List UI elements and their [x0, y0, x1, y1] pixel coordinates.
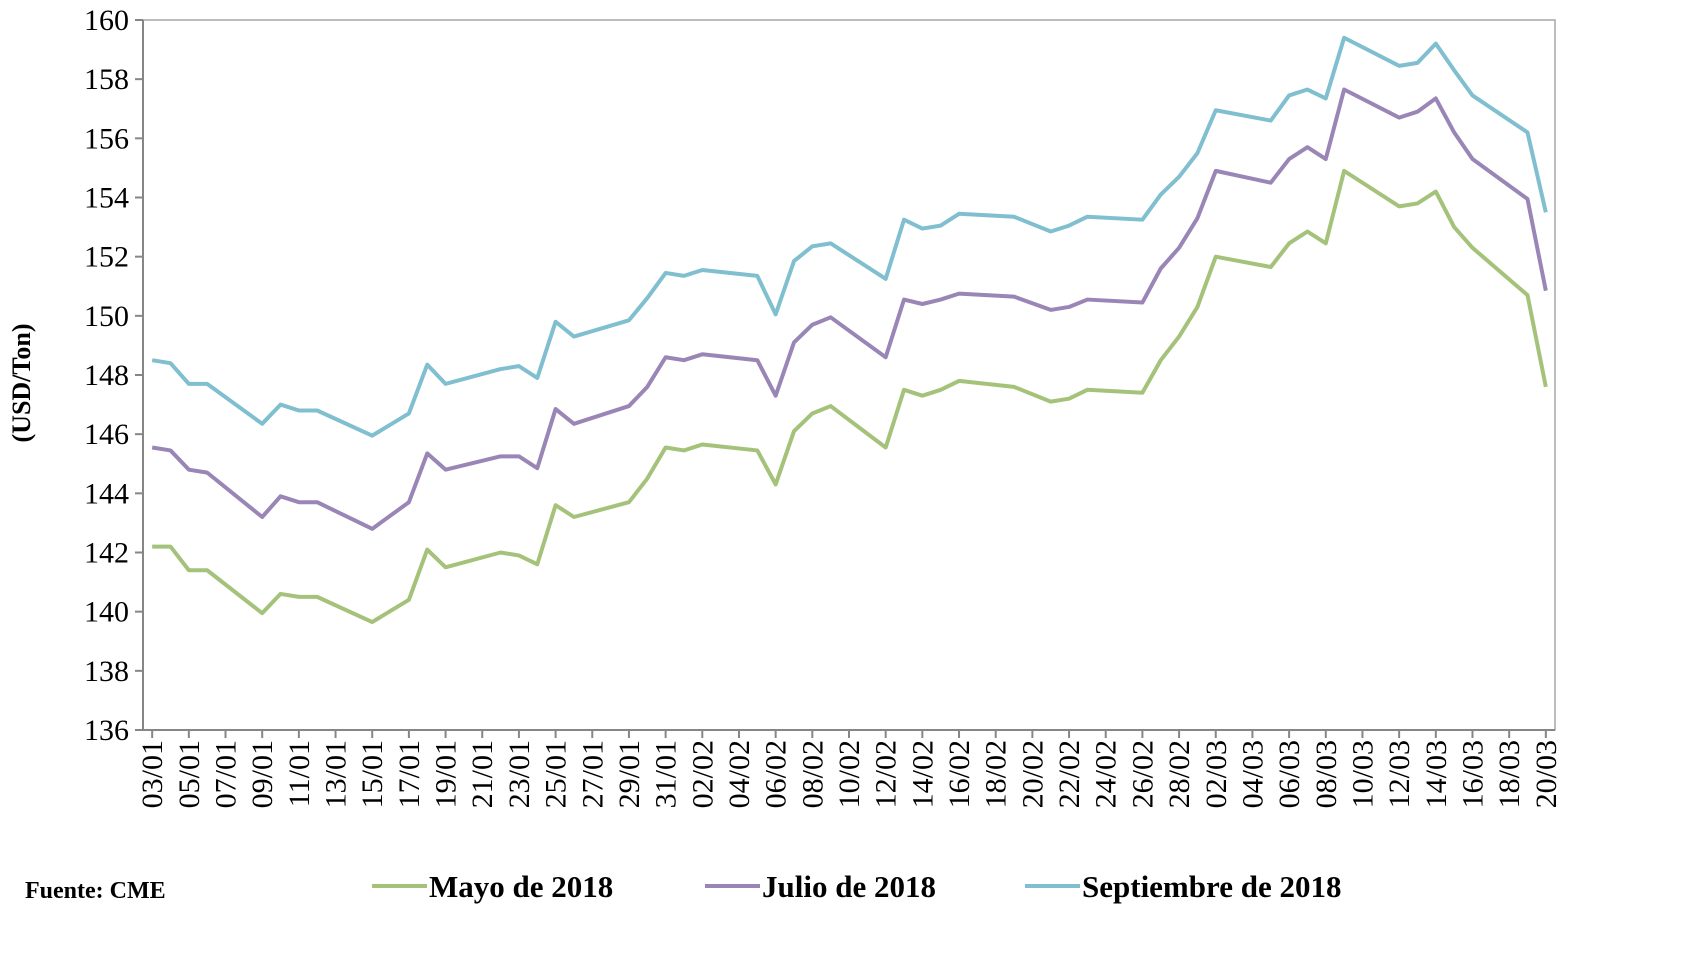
x-tick-label: 18/02 [980, 740, 1013, 808]
source-note: Fuente: CME [25, 878, 166, 904]
legend-label: Mayo de 2018 [429, 869, 613, 904]
x-tick-label: 20/03 [1530, 740, 1563, 808]
y-tick-label: 142 [84, 537, 129, 570]
x-tick-label: 16/02 [943, 740, 976, 808]
x-tick-label: 27/01 [576, 740, 609, 808]
x-tick-label: 20/02 [1016, 740, 1049, 808]
line-series [152, 168, 1548, 625]
x-tick-label: 19/01 [430, 740, 463, 808]
y-tick-label: 138 [84, 655, 129, 688]
x-tick-label: 08/02 [796, 740, 829, 808]
x-tick-label: 15/01 [356, 740, 389, 808]
y-tick-label: 140 [84, 596, 129, 629]
y-tick-label: 156 [84, 122, 129, 155]
x-tick-label: 05/01 [173, 740, 206, 808]
y-axis-label: (USD/Ton) [7, 324, 36, 443]
x-tick-label: 12/03 [1383, 740, 1416, 808]
x-tick-label: 06/03 [1273, 740, 1306, 808]
x-tick-label: 29/01 [613, 740, 646, 808]
x-tick-label: 25/01 [540, 740, 573, 808]
x-tick-label: 14/03 [1420, 740, 1453, 808]
x-tick-label: 06/02 [760, 740, 793, 808]
x-tick-label: 10/03 [1346, 740, 1379, 808]
x-tick-label: 04/02 [723, 740, 756, 808]
x-tick-label: 16/03 [1456, 740, 1489, 808]
y-tick-label: 136 [84, 714, 129, 747]
x-tick-label: 18/03 [1493, 740, 1526, 808]
line-series [151, 35, 1548, 438]
x-tick-label: 23/01 [503, 740, 536, 808]
x-tick-label: 21/01 [466, 740, 499, 808]
x-tick-label: 03/01 [136, 740, 169, 808]
x-tick-label: 17/01 [393, 740, 426, 808]
y-tick-label: 158 [84, 63, 129, 96]
x-tick-label: 02/03 [1200, 740, 1233, 808]
x-tick-label: 11/01 [283, 740, 316, 807]
y-tick-label: 154 [84, 182, 129, 215]
y-tick-label: 148 [84, 359, 129, 392]
x-tick-label: 28/02 [1163, 740, 1196, 808]
y-tick-label: 146 [84, 418, 129, 451]
x-tick-label: 26/02 [1126, 740, 1159, 808]
line-series [151, 87, 1548, 531]
y-tick-label: 144 [84, 477, 129, 510]
legend-label: Julio de 2018 [762, 869, 936, 904]
y-tick-label: 152 [84, 241, 129, 274]
x-tick-label: 07/01 [210, 740, 243, 808]
x-tick-label: 08/03 [1310, 740, 1343, 808]
plot-frame [142, 19, 1556, 731]
y-tick-label: 150 [84, 300, 129, 333]
x-tick-label: 14/02 [906, 740, 939, 808]
legend-label: Septiembre de 2018 [1082, 869, 1341, 904]
x-tick-label: 22/02 [1053, 740, 1086, 808]
x-tick-label: 04/03 [1236, 740, 1269, 808]
x-tick-label: 10/02 [833, 740, 866, 808]
y-tick-label: 160 [84, 4, 129, 37]
x-tick-label: 02/02 [686, 740, 719, 808]
x-tick-label: 13/01 [320, 740, 353, 808]
x-tick-label: 09/01 [246, 740, 279, 808]
x-tick-label: 12/02 [870, 740, 903, 808]
x-tick-label: 24/02 [1090, 740, 1123, 808]
x-tick-label: 31/01 [650, 740, 683, 808]
